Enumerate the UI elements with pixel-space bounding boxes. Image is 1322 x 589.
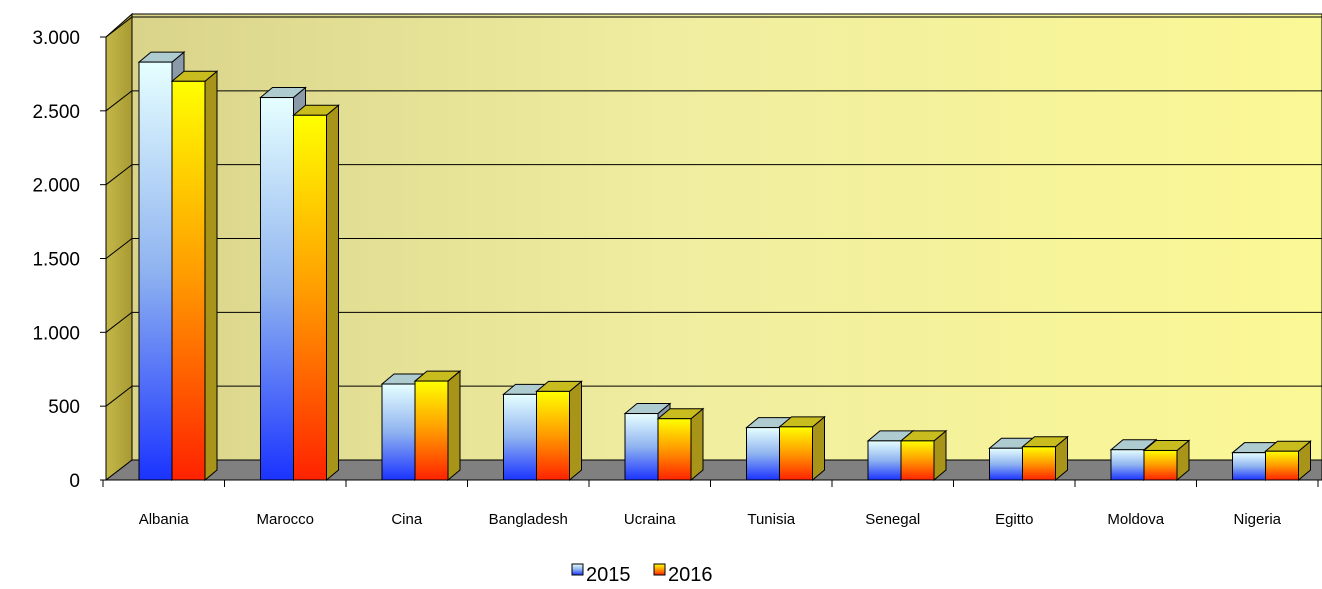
y-tick-label: 3.000: [32, 28, 80, 49]
bar-group-bangladesh: [502, 380, 583, 482]
bar-group-marocco: [259, 86, 340, 482]
gridline-side: [105, 16, 133, 38]
gridline-side: [105, 311, 133, 333]
bar-egitto-2015: [989, 447, 1023, 481]
bar-tunisia-2016: [779, 426, 813, 481]
y-tick-label: 1.500: [32, 250, 80, 271]
legend-swatch-2016: [653, 563, 666, 576]
gridline-side: [105, 385, 133, 407]
gridline-side: [105, 164, 133, 186]
bar-group-cina: [380, 369, 462, 482]
x-tick-label-cina: Cina: [391, 511, 423, 528]
bar-tunisia-2015: [746, 427, 780, 481]
x-tick-label-tunisia: Tunisia: [747, 511, 795, 528]
bar-cina-2016-side: [447, 369, 461, 482]
bar-moldova-2016: [1143, 449, 1178, 481]
x-tick-label-marocco: Marocco: [256, 511, 314, 528]
bar-marocco-2015: [260, 97, 294, 481]
legend-label-2015: 2015: [586, 564, 631, 584]
gridline-side: [105, 90, 133, 112]
bar-group-senegal: [866, 429, 948, 482]
bar-group-egitto: [988, 435, 1069, 482]
bar-ucraina-2016: [657, 418, 692, 481]
bar-nigeria-2015: [1232, 452, 1266, 481]
x-tick-label-nigeria: Nigeria: [1233, 511, 1281, 528]
bar-bangladesh-2016: [536, 390, 570, 481]
x-tick-label-bangladesh: Bangladesh: [489, 511, 568, 528]
bar-ucraina-2015: [624, 413, 659, 481]
bar-moldova-2015: [1110, 449, 1145, 481]
bar-group-moldova: [1109, 438, 1191, 482]
legend-label-2016: 2016: [668, 564, 713, 584]
bar-senegal-2016: [900, 440, 935, 481]
bar-group-ucraina: [623, 402, 705, 482]
x-axis: Albania Marocco Cina Bangladesh Ucraina Tunis…: [102, 479, 1322, 528]
legend-item-2016: 2016: [653, 563, 713, 586]
bar-egitto-2016: [1022, 446, 1056, 481]
y-tick-label: 2.000: [32, 176, 80, 197]
bar-group-nigeria: [1231, 440, 1312, 482]
bar-bangladesh-2016-side: [569, 380, 582, 482]
bar-senegal-2015: [867, 440, 902, 481]
x-tick-label-moldova: Moldova: [1107, 511, 1164, 528]
bar-bangladesh-2015: [503, 393, 537, 481]
y-tick-label: 0: [69, 471, 80, 492]
bar-cina-2016: [414, 380, 449, 481]
bar-group-tunisia: [745, 415, 826, 482]
bar-tunisia-2016-side: [812, 415, 825, 482]
x-tick-label-ucraina: Ucraina: [624, 511, 676, 528]
x-tick-label-egitto: Egitto: [995, 511, 1033, 528]
y-axis: 0 500 1.000 1.500 2.000 2.500 3.000: [32, 28, 107, 492]
bars-group: [137, 51, 1312, 482]
bar-ucraina-2016-side: [690, 407, 704, 482]
bar-group-albania: [137, 51, 219, 482]
legend-swatch-2015: [571, 563, 584, 576]
bar-albania-2016: [171, 80, 206, 481]
bar-marocco-2016: [293, 114, 327, 481]
y-tick-label: 500: [48, 397, 80, 418]
x-tick-label-albania: Albania: [139, 511, 190, 528]
bar-marocco-2016-side: [326, 104, 339, 482]
bar-albania-2015: [138, 61, 173, 481]
y-tick-label: 1.000: [32, 323, 80, 344]
left-side-wall: [105, 12, 133, 482]
legend-item-2015: 2015: [571, 563, 631, 586]
bar-cina-2015: [381, 383, 416, 481]
legend: 2015 2016: [571, 563, 713, 586]
gridline-side: [105, 238, 133, 259]
bar-albania-2016-side: [204, 70, 218, 482]
y-tick-label: 2.500: [32, 102, 80, 123]
bar-nigeria-2016: [1265, 450, 1299, 481]
x-tick-label-senegal: Senegal: [865, 511, 920, 528]
